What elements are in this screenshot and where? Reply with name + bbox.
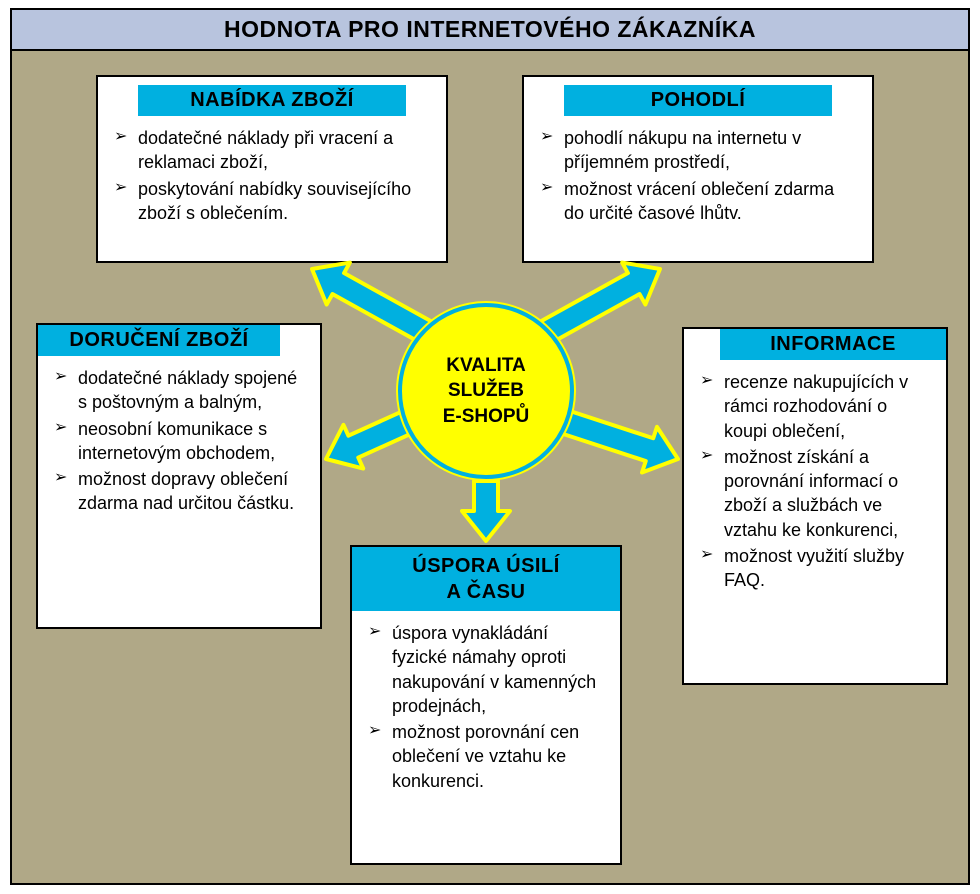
list-item: neosobní komunikace s internetovým obcho…	[52, 417, 306, 466]
diagram-outer: HODNOTA PRO INTERNETOVÉHO ZÁKAZNÍKA KVAL…	[10, 8, 970, 885]
box-uspora-title-2: A ČASU	[447, 581, 526, 603]
box-uspora: ÚSPORA ÚSILÍ A ČASU úspora vynakládání f…	[350, 545, 622, 865]
list-item: možnost dopravy oblečení zdarma nad urči…	[52, 467, 306, 516]
list-item: poskytování nabídky souvisejícího zboží …	[112, 177, 432, 226]
box-doruceni-body: dodatečné náklady spojené s poštovným a …	[38, 356, 320, 532]
main-title: HODNOTA PRO INTERNETOVÉHO ZÁKAZNÍKA	[12, 10, 968, 51]
list-item: recenze nakupujících v rámci rozhodování…	[698, 370, 932, 443]
list-item: možnost porovnání cen oblečení ve vztahu…	[366, 720, 606, 793]
center-line-1: KVALITA	[446, 355, 526, 376]
box-nabidka: NABÍDKA ZBOŽÍ dodatečné náklady při vrac…	[96, 75, 448, 263]
arrow-to-uspora	[462, 481, 510, 541]
arrow-to-informace	[558, 410, 678, 473]
list-item: pohodlí nákupu na internetu v příjemném …	[538, 126, 858, 175]
center-line-2: SLUŽEB	[448, 380, 524, 401]
list-item: možnost získání a porovnání informací o …	[698, 445, 932, 542]
box-pohodli: POHODLÍ pohodlí nákupu na internetu v př…	[522, 75, 874, 263]
box-nabidka-title: NABÍDKA ZBOŽÍ	[138, 85, 406, 116]
box-informace-title: INFORMACE	[720, 329, 946, 360]
box-nabidka-body: dodatečné náklady při vracení a reklamac…	[98, 116, 446, 241]
list-item: možnost využití služby FAQ.	[698, 544, 932, 593]
box-pohodli-title: POHODLÍ	[564, 85, 832, 116]
box-doruceni: DORUČENÍ ZBOŽÍ dodatečné náklady spojené…	[36, 323, 322, 629]
box-doruceni-title: DORUČENÍ ZBOŽÍ	[38, 325, 280, 356]
box-informace-body: recenze nakupujících v rámci rozhodování…	[684, 360, 946, 609]
box-uspora-title: ÚSPORA ÚSILÍ A ČASU	[352, 547, 620, 611]
box-informace: INFORMACE recenze nakupujících v rámci r…	[682, 327, 948, 685]
list-item: možnost vrácení oblečení zdarma do určit…	[538, 177, 858, 226]
diagram-canvas: KVALITA SLUŽEB E-SHOPŮ NABÍDKA ZBOŽÍ dod…	[12, 51, 968, 883]
list-item: úspora vynakládání fyzické námahy oproti…	[366, 621, 606, 718]
center-line-3: E-SHOPŮ	[443, 406, 530, 427]
box-pohodli-body: pohodlí nákupu na internetu v příjemném …	[524, 116, 872, 241]
box-uspora-title-1: ÚSPORA ÚSILÍ	[412, 555, 560, 577]
list-item: dodatečné náklady při vracení a reklamac…	[112, 126, 432, 175]
center-circle: KVALITA SLUŽEB E-SHOPŮ	[398, 303, 574, 479]
box-uspora-body: úspora vynakládání fyzické námahy oproti…	[352, 611, 620, 809]
list-item: dodatečné náklady spojené s poštovným a …	[52, 366, 306, 415]
